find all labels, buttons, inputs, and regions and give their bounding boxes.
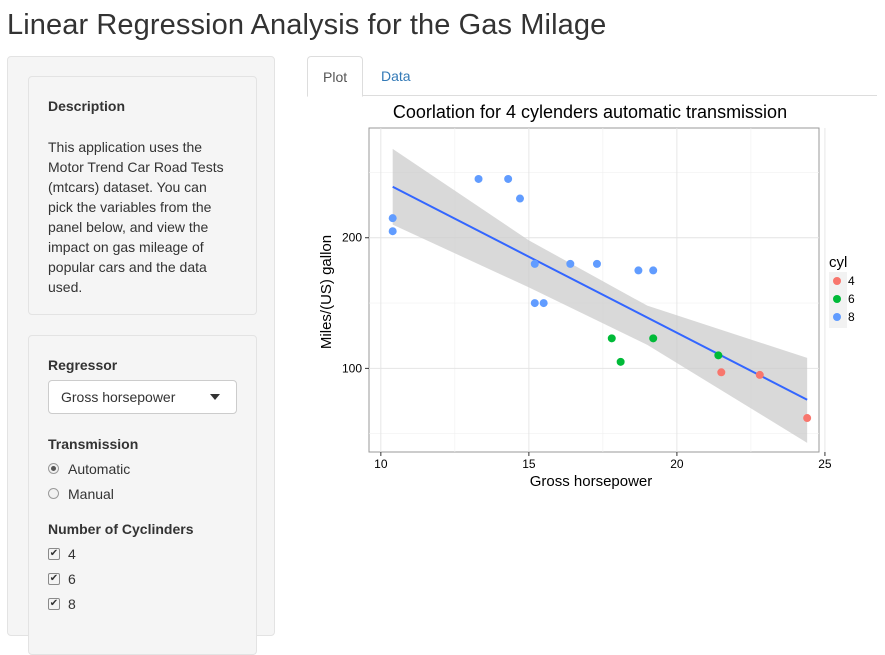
data-point xyxy=(566,259,575,268)
y-axis-label: Miles/(US) gallon xyxy=(318,235,335,349)
tab-data[interactable]: Data xyxy=(381,68,411,84)
option-label: 8 xyxy=(68,596,76,612)
radio-unselected-icon[interactable] xyxy=(48,488,59,499)
data-point xyxy=(515,194,524,203)
checkbox-checked-icon[interactable]: ✔ xyxy=(48,573,60,585)
data-point xyxy=(530,299,539,308)
data-point xyxy=(592,259,601,268)
checkbox-checked-icon[interactable]: ✔ xyxy=(48,598,60,610)
option-label: Automatic xyxy=(68,461,131,477)
legend-swatch xyxy=(833,277,841,285)
data-point xyxy=(388,227,397,236)
legend-label: 4 xyxy=(848,274,855,288)
option-label: 6 xyxy=(68,571,76,587)
data-point xyxy=(717,368,726,377)
option-label: Manual xyxy=(68,486,114,502)
data-point xyxy=(803,414,812,423)
radio-selected-icon[interactable] xyxy=(48,463,59,474)
x-tick-label: 20 xyxy=(670,457,684,471)
legend-label: 6 xyxy=(848,292,855,306)
data-point xyxy=(649,266,658,275)
x-tick-label: 10 xyxy=(374,457,388,471)
tab-bar: Plot Data xyxy=(307,56,877,97)
regressor-label: Regressor xyxy=(48,357,118,373)
description-text: This application uses the Motor Trend Ca… xyxy=(48,139,224,295)
x-axis-label: Gross horsepower xyxy=(530,473,653,490)
caret-down-icon xyxy=(210,394,220,400)
x-tick-label: 15 xyxy=(522,457,536,471)
page-title: Linear Regression Analysis for the Gas M… xyxy=(7,9,607,41)
description-heading: Description xyxy=(48,98,126,114)
legend-swatch xyxy=(833,295,841,303)
sidebar-panel: Description This application uses the Mo… xyxy=(7,56,275,655)
x-tick-label: 25 xyxy=(818,457,832,471)
data-point xyxy=(388,214,397,223)
checkbox-checked-icon[interactable]: ✔ xyxy=(48,548,60,560)
controls-panel: Regressor Gross horsepower Transmission … xyxy=(28,335,257,655)
y-tick-label: 100 xyxy=(342,361,362,375)
data-point xyxy=(649,334,658,343)
data-point xyxy=(714,351,723,360)
scatter-chart: Coorlation for 4 cylenders automatic tra… xyxy=(318,102,855,490)
data-point xyxy=(607,334,616,343)
data-point xyxy=(539,299,548,308)
chart-container: Coorlation for 4 cylenders automatic tra… xyxy=(307,96,877,501)
legend-title: cyl xyxy=(829,254,847,271)
data-point xyxy=(755,370,764,379)
data-point xyxy=(616,357,625,366)
option-label: 4 xyxy=(68,546,76,562)
legend-swatch xyxy=(833,313,841,321)
confidence-band xyxy=(392,148,808,443)
regression-line xyxy=(392,185,808,401)
cylinders-label: Number of Cyclinders xyxy=(48,521,194,537)
data-point xyxy=(504,174,513,183)
data-point xyxy=(474,174,483,183)
data-point xyxy=(634,266,643,275)
chart-title: Coorlation for 4 cylenders automatic tra… xyxy=(393,102,787,122)
tab-plot[interactable]: Plot xyxy=(307,56,364,97)
regressor-select[interactable]: Gross horsepower xyxy=(48,380,237,414)
legend-label: 8 xyxy=(848,310,855,324)
transmission-label: Transmission xyxy=(48,436,139,452)
regressor-selected-value: Gross horsepower xyxy=(61,389,176,405)
description-panel: Description This application uses the Mo… xyxy=(28,76,257,315)
y-tick-label: 200 xyxy=(342,231,362,245)
data-point xyxy=(530,259,539,268)
